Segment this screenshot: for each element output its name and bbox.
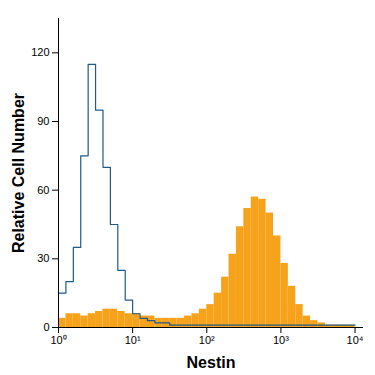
svg-text:30: 30 (37, 252, 49, 264)
svg-text:Relative Cell Number: Relative Cell Number (10, 93, 27, 253)
svg-text:10¹: 10¹ (125, 334, 141, 346)
svg-text:10³: 10³ (273, 334, 289, 346)
svg-text:Nestin: Nestin (187, 354, 236, 371)
svg-text:90: 90 (37, 115, 49, 127)
svg-text:10²: 10² (199, 334, 215, 346)
svg-text:60: 60 (37, 184, 49, 196)
svg-text:0: 0 (43, 321, 49, 333)
svg-text:10⁰: 10⁰ (50, 334, 66, 346)
svg-text:120: 120 (31, 46, 49, 58)
svg-text:10⁴: 10⁴ (347, 334, 364, 346)
